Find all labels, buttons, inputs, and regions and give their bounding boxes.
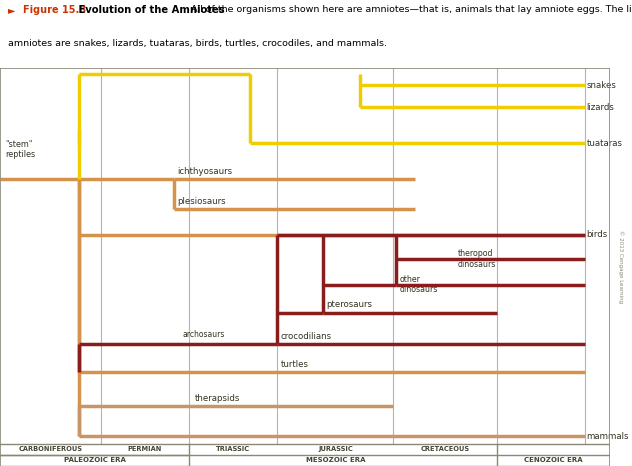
- Text: ►: ►: [8, 6, 15, 15]
- Text: amniotes are snakes, lizards, tuataras, birds, turtles, crocodiles, and mammals.: amniotes are snakes, lizards, tuataras, …: [8, 39, 387, 48]
- Text: All of the organisms shown here are amniotes—that is, animals that lay amniote e: All of the organisms shown here are amni…: [188, 6, 632, 14]
- Text: CARBONIFEROUS: CARBONIFEROUS: [18, 446, 82, 452]
- Text: MESOZOIC ERA: MESOZOIC ERA: [306, 458, 365, 463]
- Text: PERMIAN: PERMIAN: [128, 446, 162, 452]
- Text: PALEOZOIC ERA: PALEOZOIC ERA: [64, 458, 126, 463]
- Text: JURASSIC: JURASSIC: [318, 446, 353, 452]
- Text: TRIASSIC: TRIASSIC: [216, 446, 250, 452]
- Text: CRETACEOUS: CRETACEOUS: [421, 446, 470, 452]
- Text: Evolution of the Amniotes: Evolution of the Amniotes: [75, 6, 225, 15]
- Text: "stem"
reptiles: "stem" reptiles: [5, 140, 35, 159]
- Text: © 2013 Cengage Learning: © 2013 Cengage Learning: [618, 230, 624, 303]
- Text: archosaurs: archosaurs: [183, 329, 226, 338]
- Text: ichthyosaurs: ichthyosaurs: [177, 167, 232, 176]
- Text: Figure 15.8: Figure 15.8: [23, 6, 87, 15]
- Text: snakes: snakes: [586, 81, 617, 90]
- Text: birds: birds: [586, 230, 608, 240]
- Text: turtles: turtles: [281, 360, 308, 369]
- Text: crocodilians: crocodilians: [281, 332, 332, 341]
- Text: theropod
dinosaurs: theropod dinosaurs: [458, 249, 495, 268]
- Text: tuataras: tuataras: [586, 139, 623, 148]
- Text: plesiosaurs: plesiosaurs: [177, 197, 226, 206]
- Text: lizards: lizards: [586, 103, 614, 112]
- Text: mammals: mammals: [586, 432, 629, 441]
- Text: pterosaurs: pterosaurs: [326, 301, 372, 309]
- Text: therapsids: therapsids: [195, 394, 241, 403]
- Text: other
dinosaurs: other dinosaurs: [399, 275, 438, 295]
- Text: CENOZOIC ERA: CENOZOIC ERA: [524, 458, 583, 463]
